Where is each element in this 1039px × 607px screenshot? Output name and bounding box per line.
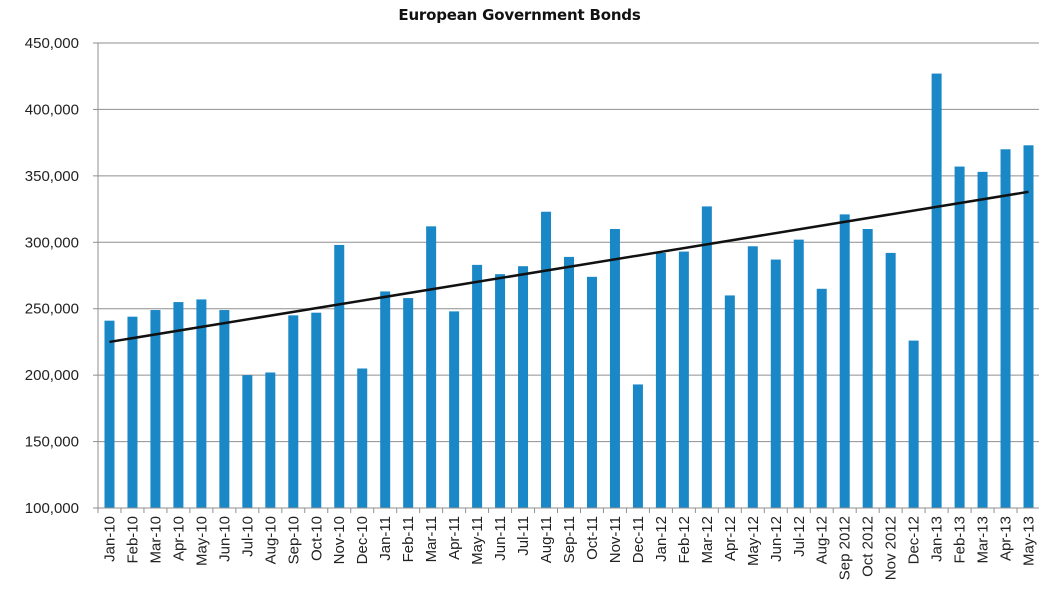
bar (426, 226, 437, 509)
bar (931, 73, 942, 509)
x-tick-label: Jul-11 (515, 516, 532, 556)
x-tick-label: May-12 (745, 516, 762, 566)
bar (150, 310, 161, 508)
trend-line-group (109, 190, 1029, 344)
x-tick-label: Dec-12 (906, 516, 923, 564)
bar (265, 372, 276, 508)
bar (816, 288, 827, 508)
bar (564, 256, 574, 508)
y-tick-label: 300,000 (25, 234, 79, 251)
x-tick-label: Mar-10 (147, 516, 164, 564)
x-tick-label: Oct-11 (584, 516, 601, 560)
x-tick-label: Nov-11 (607, 516, 624, 563)
bar (495, 274, 506, 508)
x-tick-label: May-13 (1021, 516, 1038, 566)
bar (288, 315, 299, 508)
trend-line (109, 190, 1029, 344)
x-tick-label: Nov-10 (331, 516, 348, 564)
x-tick-label: Apr-10 (170, 516, 187, 561)
x-tick-label: Mar-13 (975, 516, 992, 564)
bar (770, 259, 781, 508)
x-tick-label: May-10 (193, 516, 210, 566)
x-tick-label: May-11 (469, 516, 486, 565)
x-tick-label: Jun-12 (768, 516, 785, 562)
axes (97, 43, 1039, 513)
x-tick-label: Aug-11 (538, 516, 555, 563)
bar (541, 211, 552, 508)
x-tick-label: Nov 2012 (883, 516, 900, 580)
x-tick-label: Jun-10 (216, 516, 233, 562)
bar (908, 340, 919, 508)
x-tick-label: Oct 2012 (860, 516, 877, 577)
x-tick-label: Sep-10 (285, 516, 302, 564)
bar (357, 368, 368, 508)
bar (173, 302, 184, 508)
x-tick-label: Jul-10 (239, 516, 256, 557)
bar (472, 264, 483, 508)
bars (104, 73, 1034, 509)
x-tick-label: Jan-12 (653, 516, 670, 562)
y-tick-label: 250,000 (25, 301, 79, 318)
bar (219, 310, 230, 508)
bar (701, 206, 712, 508)
bar (977, 171, 988, 508)
x-tick-label: Mar-11 (423, 516, 440, 562)
bar (334, 244, 345, 508)
bar (242, 375, 253, 508)
bar (609, 229, 620, 508)
bar (862, 229, 873, 508)
x-tick-label: Feb-10 (124, 516, 141, 564)
x-tick-label: Dec-10 (354, 516, 371, 564)
bar (403, 298, 414, 508)
x-tick-label: Aug-10 (262, 516, 279, 564)
bar (127, 316, 138, 508)
bar (724, 295, 735, 508)
x-tick-label: Mar-12 (699, 516, 716, 564)
bar (793, 239, 804, 508)
x-tick-label: Jan-13 (929, 516, 946, 562)
y-tick-label: 450,000 (25, 35, 79, 52)
bar (839, 214, 850, 508)
x-tick-label: Feb-12 (676, 516, 693, 564)
bar (747, 246, 758, 508)
bar (196, 299, 207, 508)
y-tick-label: 100,000 (25, 500, 79, 517)
x-tick-label: Feb-11 (400, 516, 417, 562)
y-tick-label: 200,000 (25, 367, 79, 384)
bar (449, 311, 460, 508)
x-tick-label: Aug-12 (814, 516, 831, 564)
x-tick-label: Feb-13 (952, 516, 969, 564)
bar (518, 266, 529, 508)
y-axis-ticks: 100,000 150,000 200,000 250,000 300,000 350,0… (25, 35, 79, 517)
bar (1000, 149, 1011, 509)
x-tick-label: Sep-11 (561, 516, 578, 563)
x-axis-ticks: Jan-10 Feb-10 Mar-10 Apr-10 May-10 Jun-10 Jul-… (101, 516, 1037, 580)
y-tick-label: 150,000 (25, 434, 79, 451)
bar (586, 276, 597, 508)
bar (311, 312, 322, 508)
x-tick-label: Oct-10 (308, 516, 325, 561)
bar (1023, 145, 1034, 509)
x-tick-label: Sep 2012 (837, 516, 854, 580)
bar (380, 291, 391, 508)
y-tick-label: 350,000 (25, 168, 79, 185)
x-tick-label: Jun-11 (492, 516, 509, 561)
bar (678, 251, 689, 509)
x-tick-label: Jul-12 (791, 516, 808, 557)
x-tick-label: Jan-10 (101, 516, 118, 562)
bar (954, 166, 965, 509)
bar (632, 384, 643, 508)
bar (655, 252, 666, 508)
y-tick-label: 400,000 (25, 101, 79, 118)
bar (104, 320, 115, 508)
chart-title: European Government Bonds (398, 6, 641, 24)
x-tick-label: Apr-13 (998, 516, 1015, 561)
x-tick-label: Jan-11 (377, 516, 394, 561)
x-tick-label: Dec-11 (630, 516, 647, 563)
x-tick-label: Apr-12 (722, 516, 739, 561)
x-tick-label: Apr-11 (446, 516, 463, 560)
bar (885, 252, 896, 508)
